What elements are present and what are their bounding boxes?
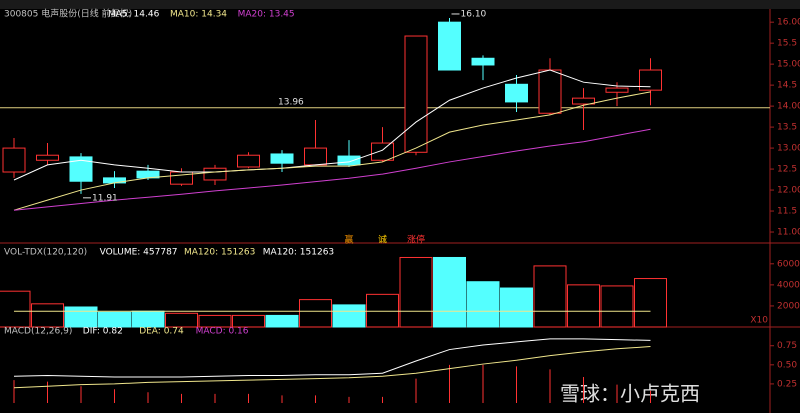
y-tick-label: 0.75 bbox=[777, 341, 797, 351]
volume-bar bbox=[567, 284, 600, 328]
volume-bar bbox=[98, 311, 131, 328]
y-tick-label: 13.5 bbox=[777, 123, 797, 133]
candle-body bbox=[203, 167, 227, 181]
legend-entry: MACD(12,26,9) bbox=[4, 327, 72, 337]
volume-bar bbox=[31, 303, 64, 328]
volume-bar bbox=[232, 314, 265, 328]
volume-bar bbox=[366, 293, 399, 328]
ma-line bbox=[13, 128, 651, 211]
y-tick-label: 11.00 bbox=[777, 228, 800, 238]
volume-bar bbox=[500, 287, 533, 328]
volume-bar bbox=[299, 299, 332, 328]
volume-bar bbox=[466, 281, 500, 328]
y-tick-label: 12.00 bbox=[777, 186, 800, 196]
annotation: 16.10 bbox=[461, 9, 487, 19]
candle-body bbox=[270, 153, 294, 164]
y-tick-label: 60000 bbox=[777, 259, 800, 269]
legend-entry: MA20: 13.45 bbox=[238, 10, 295, 20]
volume-bar bbox=[265, 314, 299, 328]
candle-body bbox=[237, 154, 260, 168]
candle-body bbox=[371, 142, 394, 161]
legend-entry: MA10: 14.34 bbox=[170, 10, 227, 20]
volume-bar bbox=[198, 314, 232, 328]
volume-bar bbox=[64, 306, 98, 328]
menu-bar bbox=[0, 0, 800, 9]
unit-label: X10 bbox=[750, 316, 768, 326]
y-tick-label: 14.5 bbox=[777, 81, 797, 91]
y-tick-label: 0.50 bbox=[777, 360, 797, 370]
signal: 诚 bbox=[378, 234, 387, 246]
candle-body bbox=[438, 21, 461, 71]
y-tick-label: 0.25 bbox=[777, 379, 797, 389]
volume-bar bbox=[433, 256, 466, 328]
y-tick-label: 40000 bbox=[777, 280, 800, 290]
watermark: 雪球：小卢克西 bbox=[560, 382, 700, 406]
y-tick-label: 16.00 bbox=[777, 18, 800, 28]
candle-body bbox=[337, 155, 361, 166]
legend-entry: VOLUME: 457787 bbox=[100, 248, 178, 258]
legend-entry: DEA: 0.74 bbox=[139, 327, 184, 337]
candle-body bbox=[36, 154, 59, 161]
candle-body bbox=[304, 147, 327, 166]
volume-bar bbox=[600, 285, 634, 328]
macd-line bbox=[13, 346, 651, 389]
legend-entry: MA120: 151263 bbox=[184, 248, 255, 258]
candle-body bbox=[572, 97, 595, 105]
volume-bar bbox=[131, 310, 165, 328]
reference-label: 13.96 bbox=[278, 97, 304, 107]
signal: 涨停 bbox=[407, 234, 425, 246]
volume-bar bbox=[399, 256, 433, 328]
candle-body bbox=[69, 156, 93, 182]
legend-entry: MA120: 151263 bbox=[263, 248, 334, 258]
y-tick-label: 15.00 bbox=[777, 60, 800, 70]
candle-body bbox=[404, 35, 428, 153]
y-tick-label: 20000 bbox=[777, 301, 800, 311]
legend-entry: VOL-TDX(120,120) bbox=[4, 248, 87, 258]
candle-body bbox=[471, 57, 495, 66]
volume-bar bbox=[634, 278, 667, 328]
candle-body bbox=[639, 69, 662, 91]
volume-bar bbox=[533, 265, 567, 328]
candle-body bbox=[2, 147, 26, 173]
y-tick-label: 13.00 bbox=[777, 144, 800, 154]
candle-body bbox=[538, 69, 562, 114]
y-tick-label: 12.5 bbox=[777, 165, 797, 175]
candle-body bbox=[505, 83, 528, 103]
legend-entry: MACD: 0.16 bbox=[196, 327, 249, 337]
y-tick-label: 14.00 bbox=[777, 102, 800, 112]
volume-bar bbox=[165, 312, 198, 328]
volume-bar bbox=[0, 290, 31, 328]
ma-line bbox=[13, 69, 651, 181]
stock-name: 300805 电声股份(日线 前复权) bbox=[4, 8, 132, 20]
y-tick-label: 15.5 bbox=[777, 39, 797, 49]
legend-entry: MA5: 14.46 bbox=[108, 10, 160, 20]
ma-line bbox=[13, 91, 651, 211]
legend-entry: DIF: 0.82 bbox=[83, 327, 123, 337]
y-tick-label: 11.5 bbox=[777, 207, 797, 217]
macd-line bbox=[13, 338, 651, 378]
candle-body bbox=[605, 87, 629, 93]
signal: 赢 bbox=[344, 234, 353, 246]
annotation: 11.91 bbox=[92, 193, 118, 203]
volume-bar bbox=[332, 304, 366, 328]
